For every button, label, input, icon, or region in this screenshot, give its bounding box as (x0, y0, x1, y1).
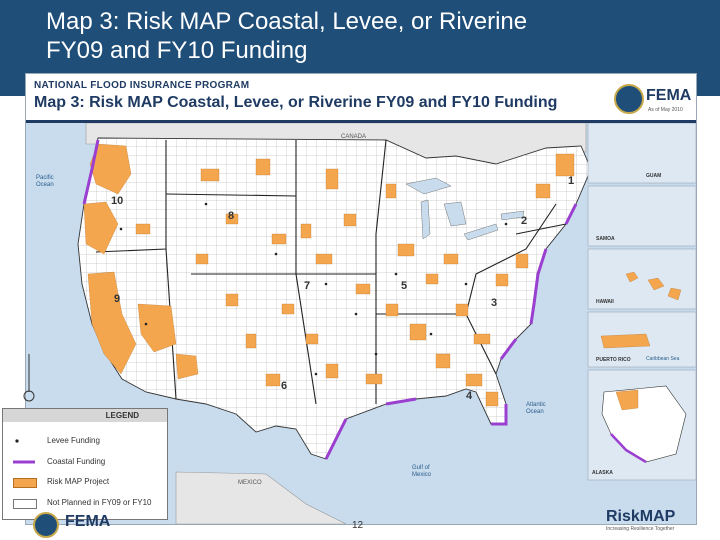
lake-huron (443, 201, 467, 227)
pacific-label-1: Pacific (36, 175, 54, 181)
lake-ontario (500, 210, 525, 221)
inset-samoa-panel (587, 185, 696, 247)
riskmap-tagline: Increasing Resilience Together (606, 526, 675, 532)
atlantic-label-1: Atlantic (526, 402, 546, 408)
header-rule (26, 120, 696, 123)
legend-label-levee: Levee Funding (47, 436, 100, 445)
region-label-10: 10 (111, 195, 123, 207)
lake-erie (463, 223, 499, 241)
mexico-land (175, 471, 347, 524)
map-frame: 1 2 3 4 5 6 7 8 9 10 CANADA Pacific Ocea… (25, 73, 697, 525)
levee-dot-icon (15, 439, 19, 443)
region-number-labels: 1 2 3 4 5 6 7 8 9 10 (111, 175, 574, 402)
slide-title-line-2: FY09 and FY10 Funding (46, 37, 308, 64)
alaska-label: ALASKA (592, 470, 613, 476)
riskmap-swatch-icon (13, 478, 37, 488)
atlantic-label-2: Ocean (526, 409, 544, 415)
lake-superior (405, 177, 452, 195)
inset-panels (587, 122, 696, 481)
region-label-8: 8 (228, 210, 234, 222)
footer-dhs-seal-icon (33, 512, 59, 538)
geo-labels: CANADA Pacific Ocean Atlantic Ocean Gulf… (36, 134, 546, 486)
lake-michigan (420, 199, 431, 240)
north-arrow-icon (23, 354, 35, 402)
slide-title-line-1: Map 3: Risk MAP Coastal, Levee, or River… (46, 8, 528, 35)
legend-label-not-planned: Not Planned in FY09 or FY10 (47, 498, 152, 507)
inset-guam-panel (587, 122, 696, 184)
riskmap-logo: RiskMAP Increasing Resilience Together (606, 508, 675, 532)
coastal-line-icon (13, 460, 35, 464)
hawaii-label: HAWAII (596, 299, 614, 305)
gulf-label-1: Gulf of (412, 465, 430, 471)
legend-label-riskmap: Risk MAP Project (47, 477, 110, 486)
canada-label: CANADA (341, 134, 366, 140)
map-header: NATIONAL FLOOD INSURANCE PROGRAM Map 3: … (26, 74, 696, 120)
fema-logo: FEMA (646, 87, 692, 104)
as-of-date: As of May 2010 (648, 107, 683, 113)
dhs-seal-icon (614, 84, 644, 114)
mexico-label: MEXICO (238, 480, 262, 486)
levee-funding-dots (119, 202, 508, 376)
riskmap-wordmark: RiskMAP (606, 508, 676, 525)
us-map: 1 2 3 4 5 6 7 8 9 10 CANADA Pacific Ocea… (26, 122, 696, 524)
region-label-5: 5 (401, 280, 407, 292)
map-title: Map 3: Risk MAP Coastal, Levee, or River… (34, 94, 558, 111)
region-label-6: 6 (281, 380, 287, 392)
region-label-1: 1 (568, 175, 574, 187)
map-legend: LEGEND Levee Funding Coastal Funding Ris… (2, 408, 168, 520)
gulf-label-2: Mexico (412, 472, 432, 478)
region-boundaries (95, 139, 567, 405)
region-label-9: 9 (114, 293, 120, 305)
region-label-2: 2 (521, 215, 527, 227)
program-name: NATIONAL FLOOD INSURANCE PROGRAM (34, 80, 250, 91)
page-number: 12 (352, 520, 364, 531)
legend-title: LEGEND (3, 409, 167, 422)
region-label-4: 4 (466, 390, 473, 402)
region-label-3: 3 (491, 297, 497, 309)
footer-fema-text: FEMA (65, 513, 111, 530)
puerto-rico-label: PUERTO RICO (596, 357, 631, 363)
legend-label-coastal: Coastal Funding (47, 457, 106, 466)
guam-label: GUAM (646, 173, 661, 179)
region-label-7: 7 (304, 280, 310, 292)
coastal-funding-lines (82, 139, 578, 460)
pacific-label-2: Ocean (36, 182, 54, 188)
caribbean-label: Caribbean Sea (646, 356, 680, 362)
not-planned-swatch-icon (13, 499, 37, 509)
samoa-label: SAMOA (596, 236, 615, 242)
puerto-rico-shape (600, 333, 651, 349)
inset-labels: GUAM SAMOA HAWAII PUERTO RICO ALASKA Car… (592, 173, 680, 476)
risk-map-project-areas (83, 143, 575, 407)
